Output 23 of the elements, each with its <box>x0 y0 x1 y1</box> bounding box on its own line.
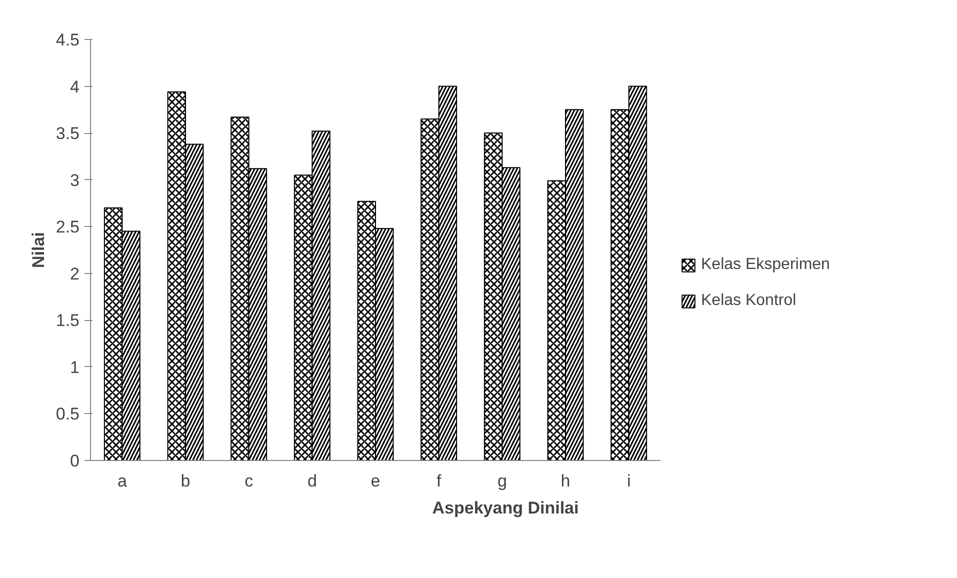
x-tick-label: f <box>436 472 442 490</box>
y-tick-label: 2 <box>70 264 80 284</box>
y-tick-label: 2.5 <box>56 218 80 237</box>
y-tick-label: 3 <box>70 170 80 190</box>
x-tick-label: a <box>117 472 128 490</box>
x-tick-label: h <box>560 472 570 490</box>
x-tick-label: b <box>180 472 190 490</box>
y-tick-label: 4.5 <box>56 30 80 50</box>
y-tick-label: 1 <box>70 358 80 377</box>
legend-label: Kelas Eksperimen <box>701 256 830 274</box>
x-tick-label: c <box>244 472 254 490</box>
x-tick-label: i <box>626 472 631 490</box>
y-tick-label: 1.5 <box>56 311 80 330</box>
y-tick-label: 3.5 <box>56 124 80 144</box>
x-tick-label: e <box>370 472 380 490</box>
y-tick-label: 4 <box>70 77 80 96</box>
x-tick-label: g <box>497 472 507 490</box>
legend-label: Kelas Kontrol <box>701 292 796 310</box>
x-axis-title: Aspekyang Dinilai <box>432 498 579 518</box>
x-tick-label: d <box>307 472 317 490</box>
y-tick-label: 0.5 <box>56 404 80 424</box>
y-tick-label: 0 <box>70 452 80 470</box>
y-axis-title: Nilai <box>28 232 48 268</box>
